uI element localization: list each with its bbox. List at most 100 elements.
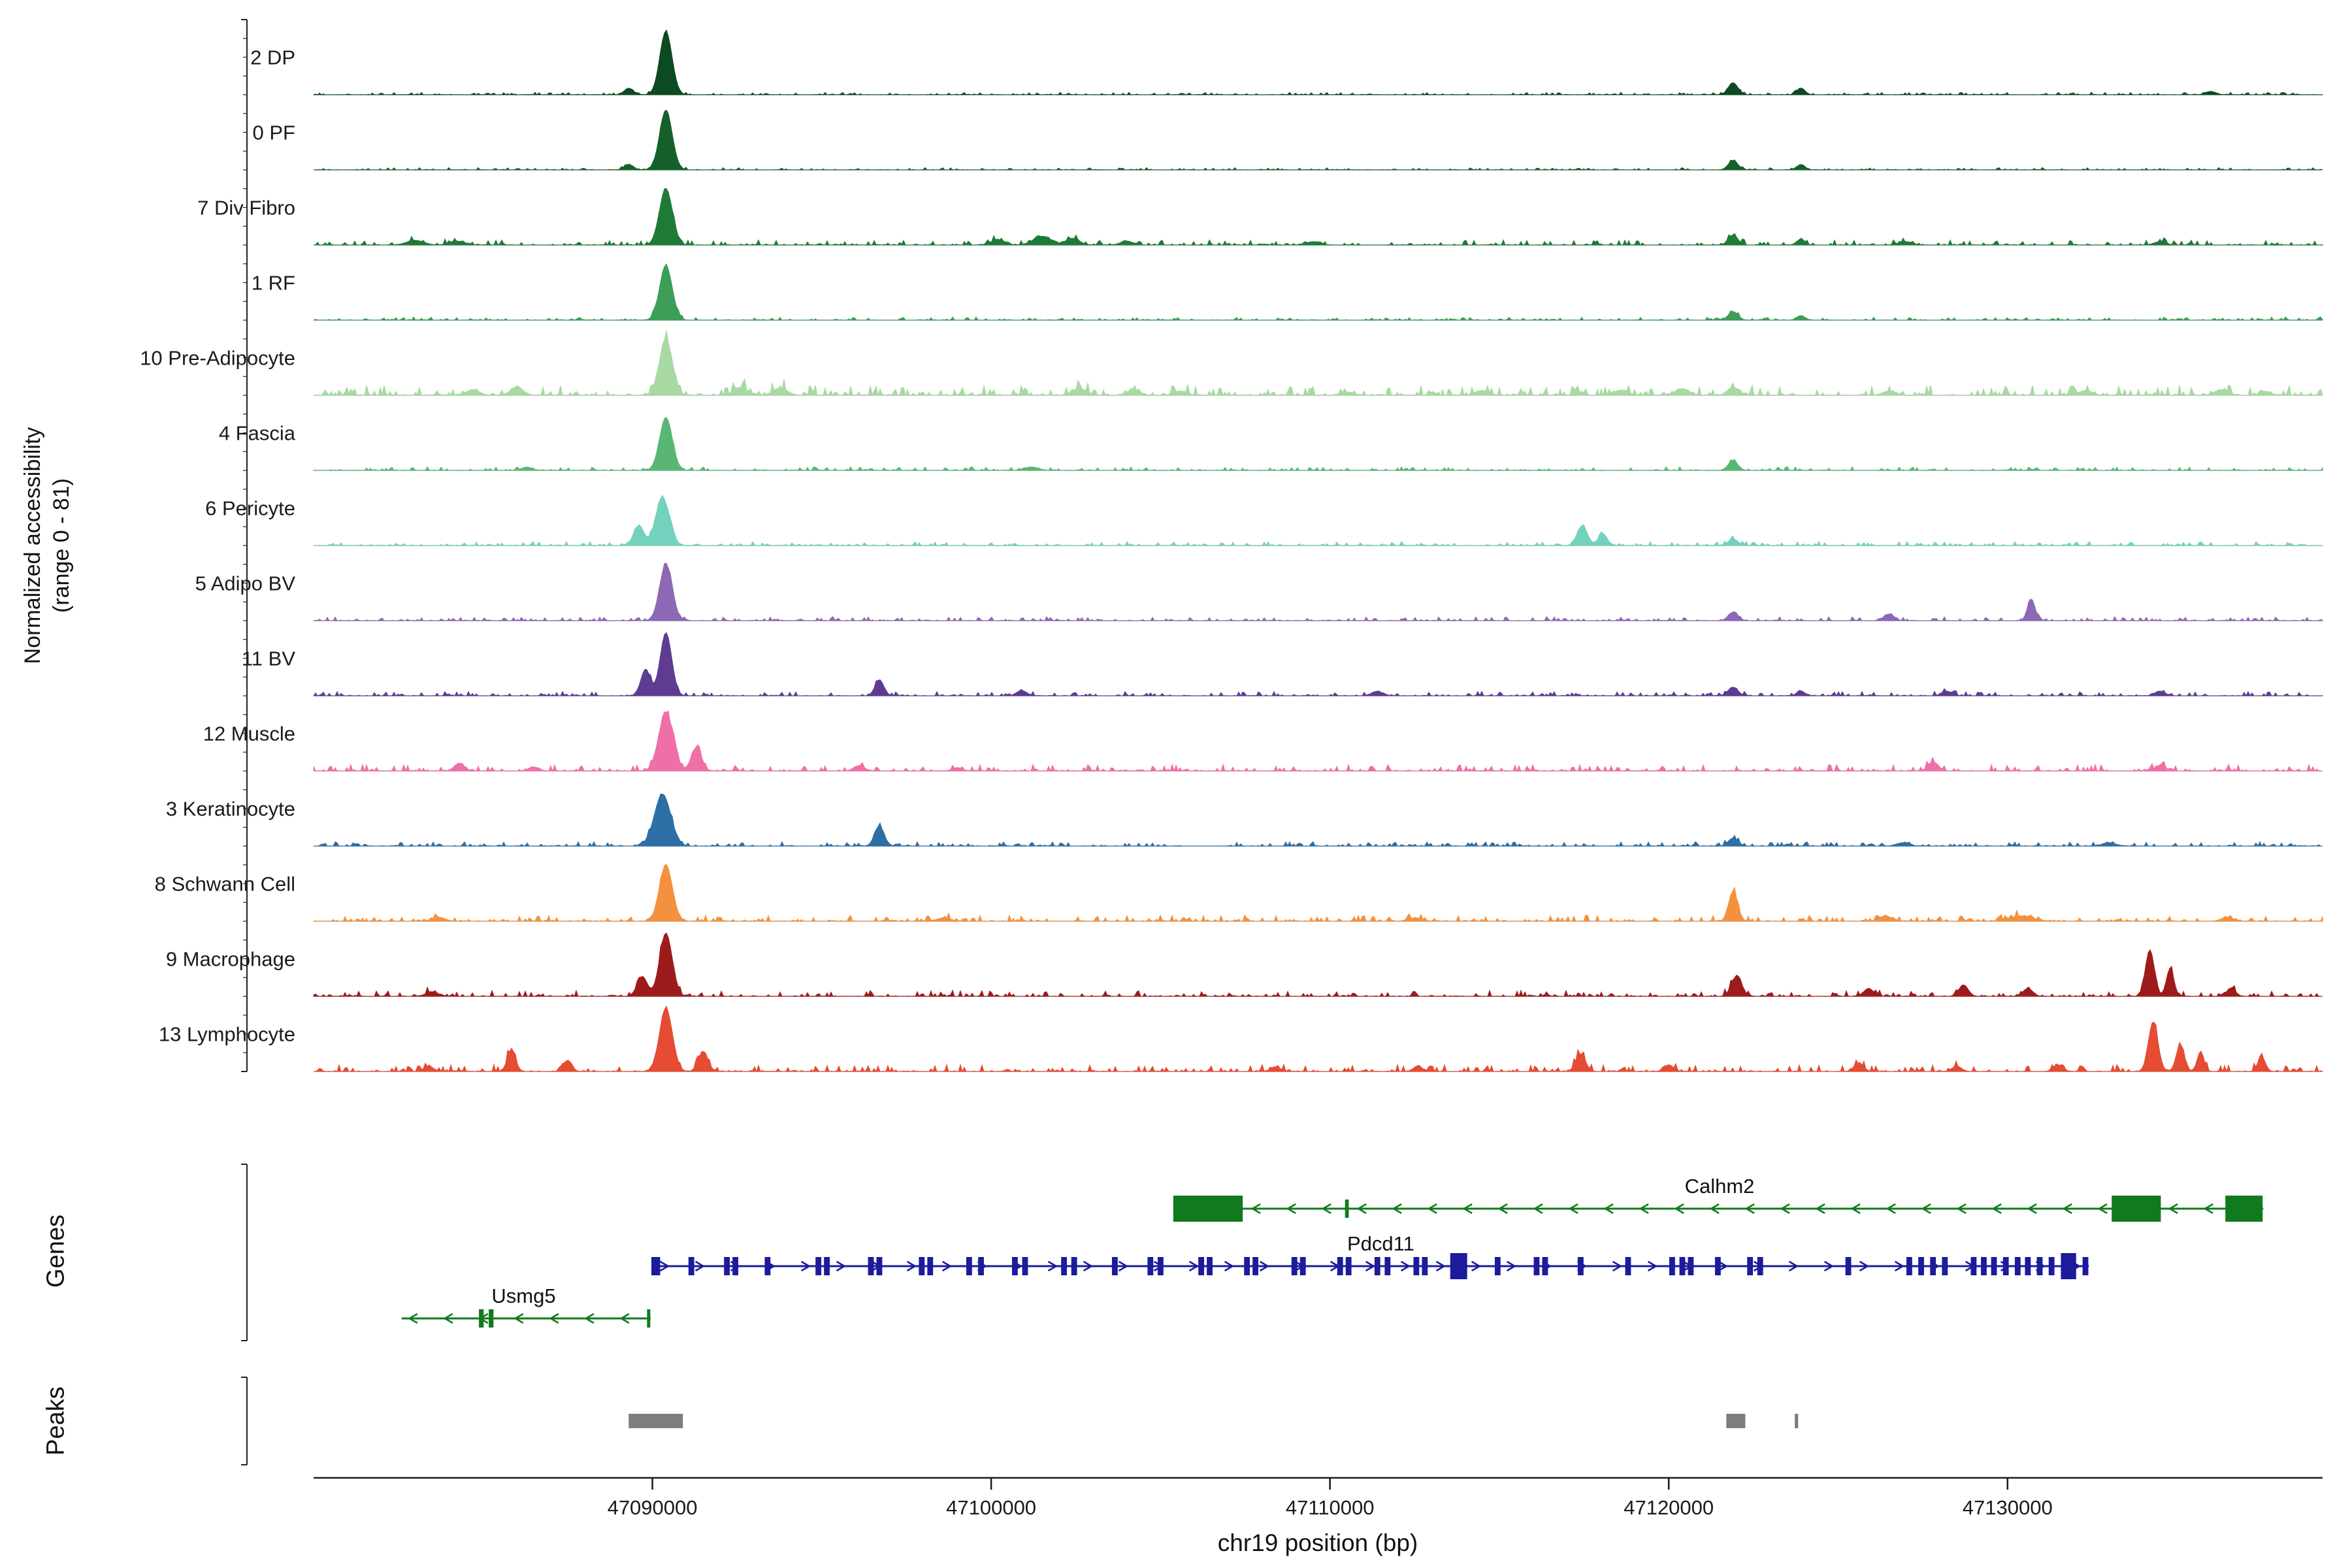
exon [2014,1257,2021,1275]
exon [2225,1196,2263,1222]
track-label: 11 BV [242,647,295,670]
track-row-5-adipo-bv: 5 Adipo BV [195,563,2323,621]
strand-arrow-icon [906,1260,917,1272]
track-row-12-muscle: 12 Muscle [203,710,2323,772]
exon [1991,1257,1997,1275]
exon [919,1257,925,1275]
strand-arrow-icon [1744,1203,1755,1215]
exon [1906,1257,1912,1275]
exon [489,1309,494,1328]
track-signal [313,932,2323,998]
exon [1942,1257,1948,1275]
exon [1970,1257,1977,1275]
track-row-3-keratinocyte: 3 Keratinocyte [166,793,2323,847]
track-signal [314,793,2323,847]
peak-region [629,1414,683,1428]
exon [1071,1257,1077,1275]
strand-arrow-icon [1188,1260,1200,1272]
exon [1173,1196,1243,1222]
exon [1747,1257,1754,1275]
exon [868,1257,874,1275]
exon [2048,1257,2055,1275]
track-row-7-div-fibro: 7 Div Fibro [197,188,2323,246]
exon [732,1257,739,1275]
exon [1337,1257,1343,1275]
exon [978,1257,984,1275]
strand-arrow-icon [1118,1260,1129,1272]
strand-arrow-icon [1921,1203,1931,1215]
strand-arrow-icon [1894,1260,1905,1272]
strand-arrow-icon [1224,1260,1235,1272]
track-label: 10 Pre-Adipocyte [140,347,295,370]
exon [815,1257,822,1275]
gene-pdcd11: Pdcd11 [651,1232,2089,1279]
exon [1374,1257,1380,1275]
x-tick-label: 47090000 [608,1496,698,1519]
strand-arrow-icon [941,1260,953,1272]
exon [1345,1200,1349,1218]
strand-arrow-icon [1718,1260,1729,1272]
exon [1413,1257,1420,1275]
track-row-4-fascia: 4 Fascia [219,416,2323,471]
track-label: 0 PF [253,122,295,144]
strand-arrow-icon [1506,1260,1517,1272]
track-signal [313,29,2323,95]
strand-arrow-icon [694,1260,706,1272]
strand-arrow-icon [800,1260,811,1272]
peak-region [1726,1414,1746,1428]
track-signal [313,563,2323,621]
track-label: 8 Schwann Cell [155,873,295,896]
strand-arrow-icon [1788,1260,1799,1272]
exon [1930,1257,1936,1275]
strand-arrow-icon [1674,1203,1684,1215]
strand-arrow-icon [443,1313,453,1324]
strand-arrow-icon [408,1313,418,1324]
exon [1542,1257,1548,1275]
exon [1494,1257,1501,1275]
strand-arrow-icon [1886,1203,1896,1215]
exon [724,1257,730,1275]
x-tick-label: 47120000 [1624,1496,1714,1519]
exon [966,1257,972,1275]
track-label: 13 Lymphocyte [159,1023,295,1046]
exon [1244,1257,1250,1275]
track-signal [313,632,2323,697]
exon [1625,1257,1631,1275]
strand-arrow-icon [2203,1203,2213,1215]
exon [1111,1257,1118,1275]
strand-arrow-icon [659,1260,670,1272]
peaks-bracket [241,1377,248,1465]
track-row-9-macrophage: 9 Macrophage [166,932,2323,998]
track-signal [313,495,2323,547]
exon [1299,1257,1306,1275]
exon [2082,1257,2089,1275]
strand-arrow-icon [1047,1260,1058,1272]
exon [1981,1257,1987,1275]
exon [1450,1253,1467,1279]
genes-bracket [241,1164,248,1341]
exon [1918,1257,1924,1275]
exon [647,1309,651,1328]
gene-label: Calhm2 [1685,1175,1755,1198]
gene-label: Pdcd11 [1347,1232,1414,1255]
track-signal [313,416,2323,471]
tracks-y-axis [241,19,248,1072]
exon [1061,1257,1067,1275]
track-label: 4 Fascia [219,422,296,445]
strand-arrow-icon [514,1313,524,1324]
strand-arrow-icon [1435,1260,1446,1272]
exon [688,1257,694,1275]
strand-arrow-icon [1427,1203,1437,1215]
strand-arrow-icon [2027,1203,2037,1215]
exon [1845,1257,1852,1275]
exon [1757,1257,1763,1275]
exon [824,1257,830,1275]
exon [1022,1257,1028,1275]
exon [876,1257,883,1275]
track-signal [313,864,2323,923]
strand-arrow-icon [1400,1260,1411,1272]
strand-arrow-icon [1956,1203,1967,1215]
track-row-10-pre-adipocyte: 10 Pre-Adipocyte [140,330,2323,397]
